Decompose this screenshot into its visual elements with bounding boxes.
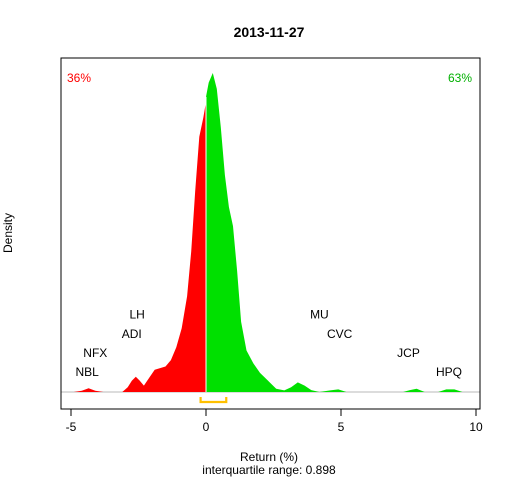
- annotation-nbl: NBL: [76, 365, 100, 379]
- annotation-lh: LH: [129, 308, 144, 322]
- x-tick-label-3: 10: [469, 420, 483, 434]
- x-axis-label: Return (%): [240, 450, 298, 464]
- iqr-subtitle: interquartile range: 0.898: [202, 463, 336, 477]
- annotation-layer: NBL NFX ADI LH MU CVC JCP HPQ: [76, 308, 462, 379]
- annotation-nfx: NFX: [83, 346, 107, 360]
- positive-return-area: [206, 73, 463, 392]
- y-axis-label: Density: [1, 213, 15, 253]
- x-tick-label-1: 0: [203, 420, 210, 434]
- iqr-bracket: [199, 397, 228, 404]
- annotation-adi: ADI: [122, 327, 142, 341]
- annotation-jcp: JCP: [397, 346, 420, 360]
- right-percentage-label: 63%: [448, 71, 472, 85]
- negative-return-area: [73, 96, 206, 393]
- plot-marks: [61, 73, 480, 404]
- annotation-hpq: HPQ: [436, 365, 462, 379]
- x-axis: -5 0 5 10: [66, 408, 483, 434]
- annotation-cvc: CVC: [327, 327, 353, 341]
- annotation-mu: MU: [310, 308, 329, 322]
- x-tick-label-0: -5: [66, 420, 77, 434]
- x-tick-label-2: 5: [338, 420, 345, 434]
- left-percentage-label: 36%: [67, 71, 91, 85]
- chart-title: 2013-11-27: [234, 24, 305, 40]
